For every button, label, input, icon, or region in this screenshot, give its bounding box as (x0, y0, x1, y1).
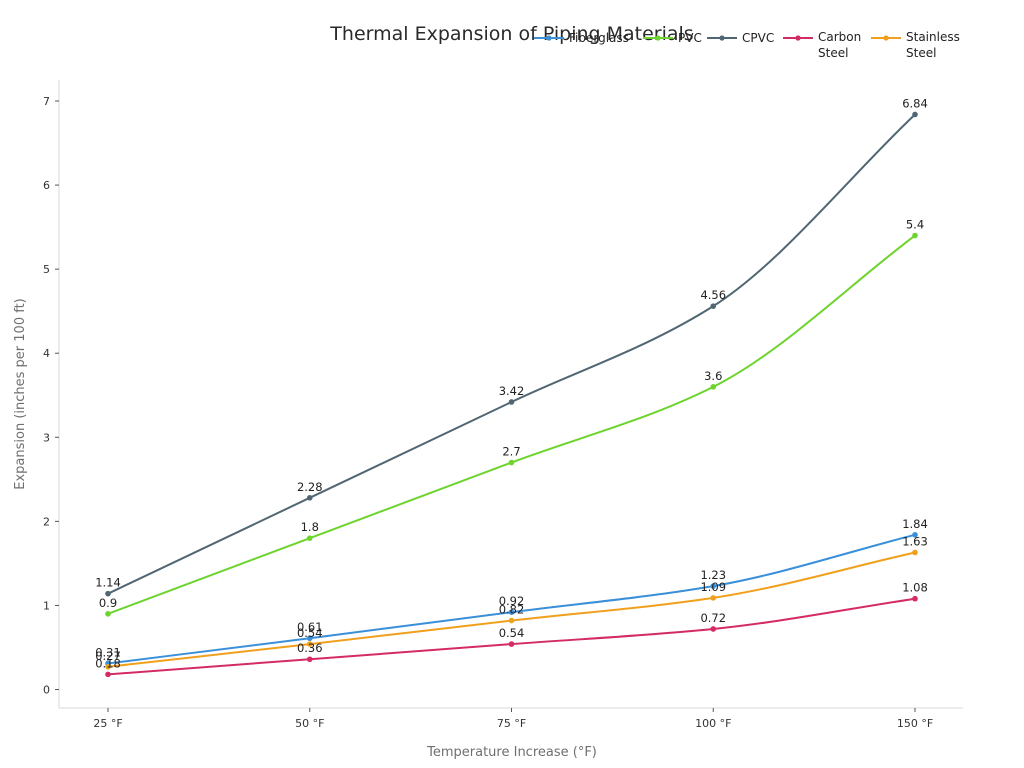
data-label-cpvc: 3.42 (499, 384, 525, 398)
data-label-carbon-steel: 0.36 (297, 641, 323, 655)
data-point-carbon-steel (306, 656, 313, 663)
data-label-stainless-steel: 0.54 (297, 626, 323, 640)
legend-item-cpvc: CPVC (707, 31, 774, 45)
legend-swatch-marker (795, 35, 801, 41)
data-point-pvc (105, 611, 111, 617)
legend-item-fiberglass: Fiberglass (534, 31, 629, 45)
x-tick-label: 25 °F (93, 717, 122, 730)
y-tick-label: 7 (43, 95, 50, 108)
data-label-fiberglass: 1.23 (700, 568, 726, 582)
data-point-fiberglass (508, 609, 515, 615)
chart-legend: Fiberglass PVC CPVC Carbon Steel Stainless Ste… (534, 30, 960, 60)
data-point-fiberglass (306, 635, 313, 642)
data-point-pvc (710, 384, 717, 390)
y-tick-label: 4 (43, 347, 50, 360)
legend-label: PVC (678, 31, 702, 45)
data-point-stainless-steel (710, 595, 717, 601)
data-point-cpvc (508, 399, 515, 405)
data-point-carbon-steel (508, 641, 515, 647)
data-label-carbon-steel: 0.72 (700, 611, 726, 625)
series-line-pvc (107, 234, 916, 615)
x-tick-label: 50 °F (295, 717, 324, 730)
data-label-stainless-steel: 0.82 (499, 603, 525, 617)
x-axis-ticks: 25 °F 50 °F 75 °F 100 °F 150 °F (93, 708, 933, 730)
legend-label: Stainless (906, 30, 960, 44)
data-point-cpvc (105, 590, 111, 597)
x-tick-label: 100 °F (695, 717, 731, 730)
data-point-carbon-steel (105, 671, 111, 678)
data-label-cpvc: 2.28 (297, 480, 323, 494)
data-label-cpvc: 1.14 (95, 576, 121, 590)
legend-label: Fiberglass (569, 31, 629, 45)
data-point-stainless-steel (105, 664, 111, 670)
legend-swatch-marker (546, 35, 552, 41)
data-label-stainless-steel: 0.27 (95, 649, 121, 663)
series-points (105, 111, 918, 678)
legend-item-pvc: PVC (643, 31, 702, 45)
legend-swatch-marker (655, 35, 661, 41)
data-label-cpvc: 4.56 (700, 288, 726, 302)
legend-label: Steel (906, 46, 936, 60)
data-point-cpvc (306, 495, 313, 501)
y-tick-label: 5 (43, 263, 50, 276)
data-label-pvc: 0.9 (99, 596, 117, 610)
data-label-pvc: 1.8 (301, 520, 319, 534)
data-label-pvc: 5.4 (906, 218, 924, 232)
data-point-fiberglass (912, 532, 918, 538)
data-label-carbon-steel: 0.18 (95, 656, 121, 670)
data-label-pvc: 3.6 (704, 369, 722, 383)
data-label-fiberglass: 0.61 (297, 620, 323, 634)
data-label-cpvc: 6.84 (902, 96, 928, 110)
legend-item-carbon-steel: Carbon Steel (783, 30, 861, 60)
legend-item-stainless-steel: Stainless Steel (871, 30, 960, 60)
y-tick-label: 3 (43, 431, 50, 444)
data-point-carbon-steel (912, 595, 918, 602)
data-label-carbon-steel: 0.54 (499, 626, 525, 640)
y-tick-label: 0 (43, 684, 50, 697)
data-label-stainless-steel: 1.09 (700, 580, 726, 594)
legend-label: CPVC (742, 31, 774, 45)
x-tick-label: 75 °F (497, 717, 526, 730)
legend-label: Carbon (818, 30, 861, 44)
data-label-fiberglass: 1.84 (902, 517, 928, 531)
y-tick-label: 6 (43, 179, 50, 192)
data-point-pvc (508, 459, 515, 466)
data-label-stainless-steel: 1.63 (902, 534, 928, 548)
data-point-cpvc (710, 303, 717, 309)
legend-swatch-marker (719, 35, 725, 41)
legend-swatch-marker (883, 35, 889, 41)
chart-title: Thermal Expansion of Piping Materials (329, 23, 693, 45)
x-tick-label: 150 °F (897, 717, 933, 730)
data-label-pvc: 2.7 (502, 445, 520, 459)
data-labels: 0.31 0.61 0.92 1.23 1.84 0.9 1.8 2.7 3.6 5.4 1.14 2… (95, 96, 928, 670)
data-point-fiberglass (710, 583, 717, 589)
data-point-cpvc (912, 111, 918, 118)
y-tick-label: 2 (43, 515, 50, 528)
data-label-fiberglass: 0.31 (95, 645, 121, 659)
legend-label: Steel (818, 46, 848, 60)
y-axis-ticks: 0 1 2 3 4 5 6 7 (43, 95, 59, 697)
data-point-pvc (306, 535, 313, 541)
series-line-cpvc (107, 113, 916, 595)
data-point-stainless-steel (508, 617, 515, 624)
data-point-stainless-steel (912, 549, 918, 556)
data-point-stainless-steel (306, 641, 313, 647)
data-point-pvc (912, 232, 918, 239)
data-point-carbon-steel (710, 626, 717, 632)
data-label-fiberglass: 0.92 (499, 594, 525, 608)
y-axis-title: Expansion (inches per 100 ft) (13, 298, 28, 489)
data-label-carbon-steel: 1.08 (902, 581, 928, 595)
y-tick-label: 1 (43, 599, 50, 612)
x-axis-title: Temperature Increase (°F) (426, 745, 597, 760)
